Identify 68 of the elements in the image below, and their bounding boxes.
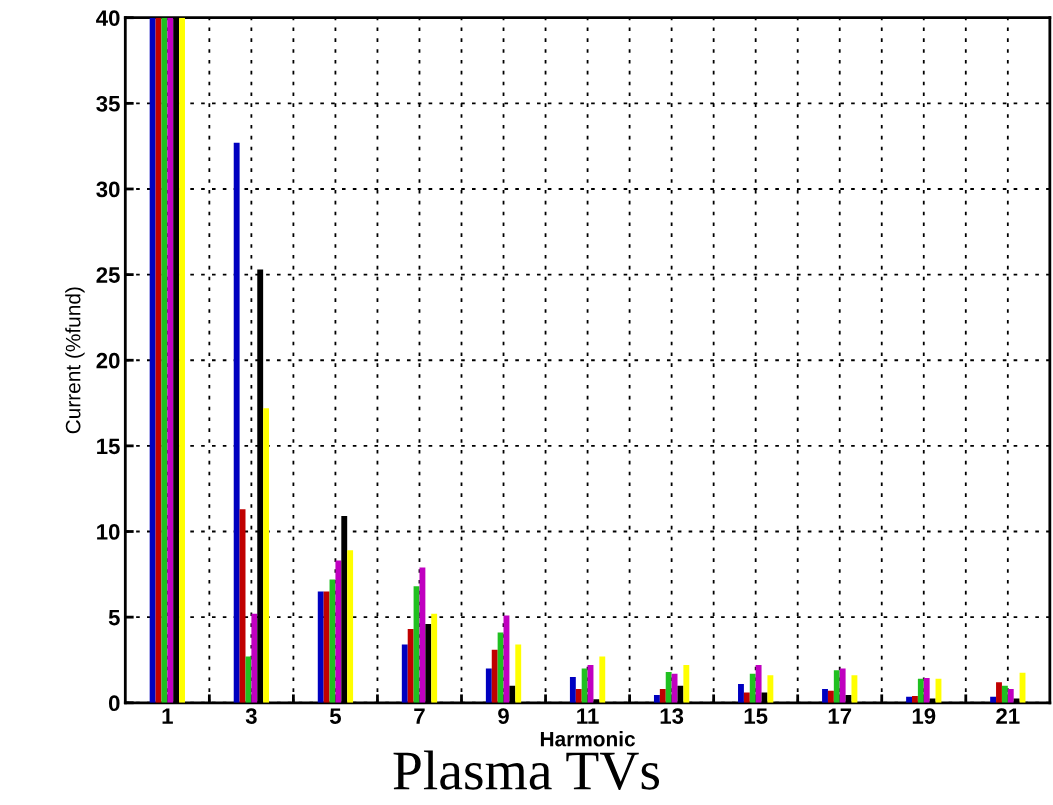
bar	[245, 656, 252, 703]
bar	[161, 17, 168, 703]
x-tick-label: 11	[577, 708, 599, 724]
y-tick-label: 10	[97, 524, 120, 540]
bar	[659, 689, 666, 703]
bar	[485, 668, 492, 703]
x-tick-label: 19	[912, 708, 936, 724]
bar	[839, 668, 846, 703]
bar	[738, 683, 744, 703]
y-axis-title: Current (%fund)	[65, 287, 85, 434]
bar	[996, 682, 1002, 703]
bar	[599, 656, 606, 703]
bar	[1007, 689, 1014, 703]
bar	[749, 673, 756, 703]
y-tick-label: 15	[97, 438, 120, 455]
bar	[491, 649, 498, 703]
y-tick-label: 30	[96, 181, 120, 198]
x-tick-label: 17	[828, 708, 852, 724]
bar	[923, 677, 930, 703]
y-tick-label: 35	[96, 95, 120, 112]
x-tick-label: 5	[329, 708, 341, 724]
bar	[683, 665, 690, 703]
bar	[323, 591, 330, 703]
bar	[827, 690, 834, 703]
y-tick-label: 20	[96, 352, 120, 369]
bar	[671, 673, 678, 703]
bar	[251, 613, 258, 703]
bar	[1001, 685, 1008, 703]
bar	[743, 692, 750, 703]
x-tick-label: 3	[245, 708, 257, 724]
bar	[767, 675, 774, 703]
bar	[335, 560, 342, 703]
x-axis-title: Harmonic	[540, 731, 636, 747]
x-tick-label: 15	[744, 708, 768, 724]
bar	[431, 613, 438, 703]
bar	[347, 550, 354, 703]
bar	[581, 668, 588, 703]
bar	[822, 689, 828, 703]
x-tick-label: 9	[498, 708, 509, 724]
x-tick-label: 13	[660, 708, 684, 724]
bar	[419, 567, 426, 703]
bar	[233, 142, 240, 703]
bar	[912, 695, 918, 703]
bar	[317, 591, 324, 703]
bar	[917, 678, 924, 703]
bar	[497, 632, 504, 703]
y-tick-label: 25	[96, 267, 120, 283]
y-tick-label: 0	[108, 695, 120, 712]
bar	[515, 644, 522, 703]
bar	[851, 675, 858, 703]
bar	[665, 671, 672, 703]
bar	[569, 677, 576, 703]
bar	[167, 17, 174, 703]
x-tick-label: 21	[996, 708, 1020, 724]
bar	[407, 629, 414, 703]
x-tick-label: 1	[162, 708, 173, 724]
bar	[401, 644, 408, 703]
bar	[653, 695, 660, 703]
bar	[833, 670, 840, 703]
y-tick-label: 5	[108, 609, 120, 626]
bar	[575, 689, 582, 703]
x-tick-label: 7	[414, 708, 425, 724]
text: Plasma TVs	[393, 750, 660, 790]
y-tick-label: 40	[96, 10, 120, 26]
bar	[149, 17, 156, 703]
bar	[755, 665, 762, 703]
bar	[179, 17, 185, 703]
bar	[263, 408, 270, 703]
